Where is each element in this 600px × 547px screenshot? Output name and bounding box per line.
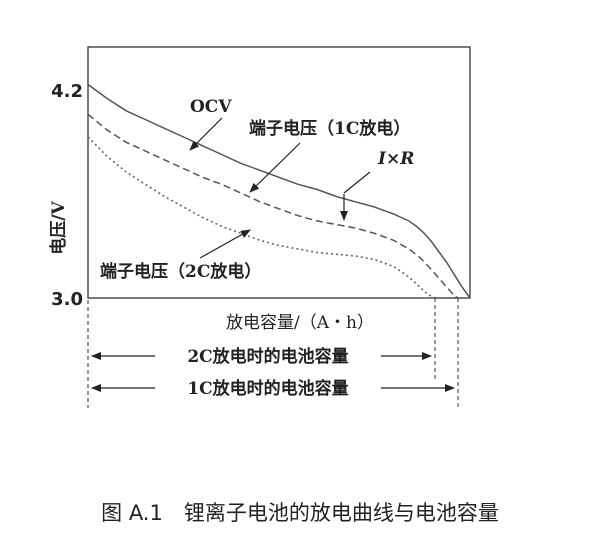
annotation-ocv-arrow: [189, 117, 223, 151]
series-line-0: [87, 83, 471, 299]
series-line-1: [87, 113, 459, 299]
annotation-ocv: OCV: [190, 97, 232, 117]
y-tick-label-top: 4.2: [51, 81, 83, 102]
annotation-terminal-2c-arrow: [199, 229, 251, 259]
series-line-2: [87, 136, 436, 299]
capacity-1c-label-bg: [155, 375, 381, 401]
y-axis-label: 电压/V: [48, 200, 69, 254]
capacity-2c-label-bg: [155, 343, 381, 369]
annotation-terminal-1c: 端子电压（1C放电）: [249, 118, 410, 139]
capacity-1c-label: 1C放电时的电池容量: [187, 378, 348, 399]
annotation-ir-arrow: [343, 171, 371, 194]
annotation-ir: I×R: [377, 149, 414, 169]
y-tick-label-bottom: 3.0: [51, 289, 83, 310]
series-layer: [87, 83, 471, 299]
figure-caption: 图 A.1 锂离子电池的放电曲线与电池容量: [101, 501, 499, 525]
capacity-2c-label: 2C放电时的电池容量: [187, 346, 348, 367]
annotation-terminal-1c-arrow: [249, 142, 301, 193]
plot-frame: [87, 46, 471, 299]
x-axis-label: 放电容量/（A・h）: [226, 313, 374, 333]
annotation-terminal-2c: 端子电压（2C放电）: [100, 261, 261, 282]
